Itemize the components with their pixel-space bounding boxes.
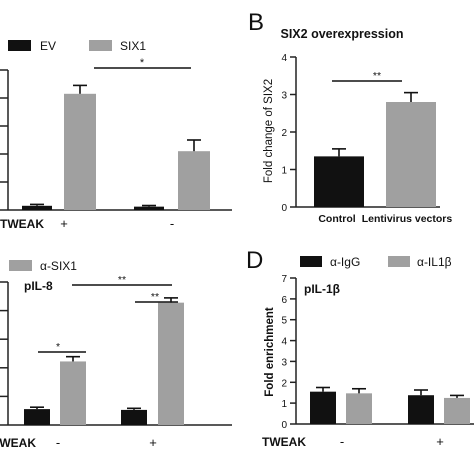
bar-alpha-igg-tweak-minus (310, 391, 336, 424)
bar-alpha-igg-tweak-plus (408, 395, 434, 424)
panel-b-error-bars (332, 91, 418, 157)
bar-ev-tweak-plus (22, 205, 52, 210)
legend-swatch-six1 (89, 40, 112, 51)
panel-d-tick-label: 2 (281, 378, 287, 389)
panel-d-ylabel: Fold enrichment (264, 307, 276, 397)
legend-label-ev: EV (40, 39, 56, 53)
legend-label-alpha-igg: α-IgG (330, 255, 360, 269)
panel-d-tick-label: 7 (281, 274, 287, 285)
panel-b-tick-label: 0 (281, 203, 287, 214)
bar-six1-tweak-plus (64, 93, 96, 210)
bar-alpha-il1b-tweak-plus (444, 397, 470, 424)
panel-a-error-bars (30, 84, 201, 207)
panel-d-tick-label: 4 (281, 337, 287, 348)
tweak-value-d-1: - (340, 434, 344, 449)
bar-alpha-il1b-tweak-minus (346, 393, 372, 424)
bar-alpha-six1-tweak-plus (158, 302, 184, 425)
tweak-value-a-1: + (60, 216, 68, 231)
tweak-value-a-2: - (170, 216, 174, 231)
panel-b-ylabel: Fold change of SIX2 (263, 79, 275, 183)
bar-ev-tweak-minus (134, 206, 164, 210)
panel-b-tick-label: 2 (281, 128, 287, 139)
significance-star-c1: * (56, 341, 60, 353)
tweak-value-d-2: + (436, 434, 444, 449)
panel-d-tick-label: 3 (281, 357, 287, 368)
panel-b-tick-label: 4 (281, 53, 287, 64)
category-label-control: Control (318, 213, 355, 225)
panel-b-chart: SIX2 overexpression Fold change of SIX2 … (263, 27, 452, 225)
panel-c-chart: α-SIX1 pIL-8 * ** ** TWEAK - + (0, 259, 232, 450)
legend-label-six1: SIX1 (120, 39, 146, 53)
bar-black-tweak-plus (121, 409, 147, 425)
panel-c-error-bars (30, 297, 178, 410)
significance-star-a: * (140, 57, 145, 69)
tweak-value-c-2: + (149, 435, 157, 450)
legend-swatch-alpha-igg (300, 256, 322, 267)
panel-d-tick-label: 0 (281, 420, 287, 431)
legend-swatch-alpha-six1 (9, 260, 32, 271)
panel-d-chart: α-IgG α-IL1β pIL-1β Fold enrichment 0 1 … (262, 255, 474, 449)
bar-six1-tweak-minus (178, 151, 210, 210)
legend-swatch-ev (8, 40, 31, 51)
panel-c-title: pIL-8 (24, 279, 53, 293)
significance-star-c3: ** (118, 274, 126, 286)
category-label-lentivirus: Lentivirus vectors (362, 213, 453, 225)
panel-d-tick-label: 6 (281, 295, 287, 306)
legend-label-alpha-il1b: α-IL1β (417, 255, 452, 269)
panel-d-title: pIL-1β (304, 282, 340, 296)
panel-d-error-bars (316, 386, 464, 398)
bar-alpha-six1-tweak-minus (60, 361, 86, 425)
legend-label-alpha-six1: α-SIX1 (40, 259, 77, 273)
panel-b-tick-label: 1 (281, 166, 287, 177)
bar-lentivirus-vectors (386, 102, 436, 207)
panel-d-tick-label: 1 (281, 399, 287, 410)
tweak-label-a: TWEAK (0, 217, 44, 231)
tweak-label-c: TWEAK (0, 436, 36, 450)
tweak-label-d: TWEAK (262, 435, 306, 449)
legend-swatch-alpha-il1b (388, 256, 410, 267)
bar-black-tweak-minus (24, 409, 50, 425)
panel-a-chart: EV SIX1 * TWEAK + - (0, 39, 232, 231)
panel-b-title: SIX2 overexpression (281, 27, 404, 41)
panel-d-tick-label: 5 (281, 316, 287, 327)
significance-star-b: ** (373, 70, 381, 82)
panel-d-letter: D (246, 247, 263, 274)
panel-b-letter: B (248, 9, 264, 36)
panel-b-tick-label: 3 (281, 91, 287, 102)
tweak-value-c-1: - (56, 435, 60, 450)
bar-control (314, 156, 364, 207)
significance-star-c2: ** (151, 291, 159, 303)
